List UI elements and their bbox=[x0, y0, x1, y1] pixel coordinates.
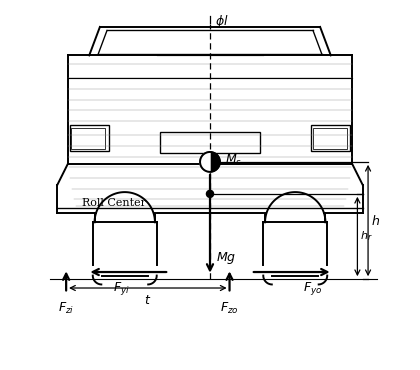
Text: $F_{zi}$: $F_{zi}$ bbox=[58, 300, 74, 316]
Wedge shape bbox=[200, 152, 210, 172]
Text: $M_s$: $M_s$ bbox=[225, 152, 242, 168]
Text: $Mg$: $Mg$ bbox=[216, 250, 236, 266]
Text: $F_{yi}$: $F_{yi}$ bbox=[113, 280, 130, 297]
Bar bbox=[160, 132, 260, 153]
Text: $h_r$: $h_r$ bbox=[360, 230, 373, 243]
Text: $F_{zo}$: $F_{zo}$ bbox=[220, 300, 239, 316]
Circle shape bbox=[200, 152, 220, 172]
Bar bbox=[313, 128, 347, 149]
Circle shape bbox=[207, 190, 213, 198]
Text: $t$: $t$ bbox=[144, 295, 152, 307]
Text: Roll Center: Roll Center bbox=[82, 198, 146, 208]
Text: $h$: $h$ bbox=[371, 213, 380, 228]
Text: $\phi l$: $\phi l$ bbox=[215, 13, 229, 30]
Text: $F_{yo}$: $F_{yo}$ bbox=[303, 280, 323, 297]
Bar bbox=[311, 125, 350, 151]
Bar bbox=[71, 128, 105, 149]
Bar bbox=[70, 125, 109, 151]
